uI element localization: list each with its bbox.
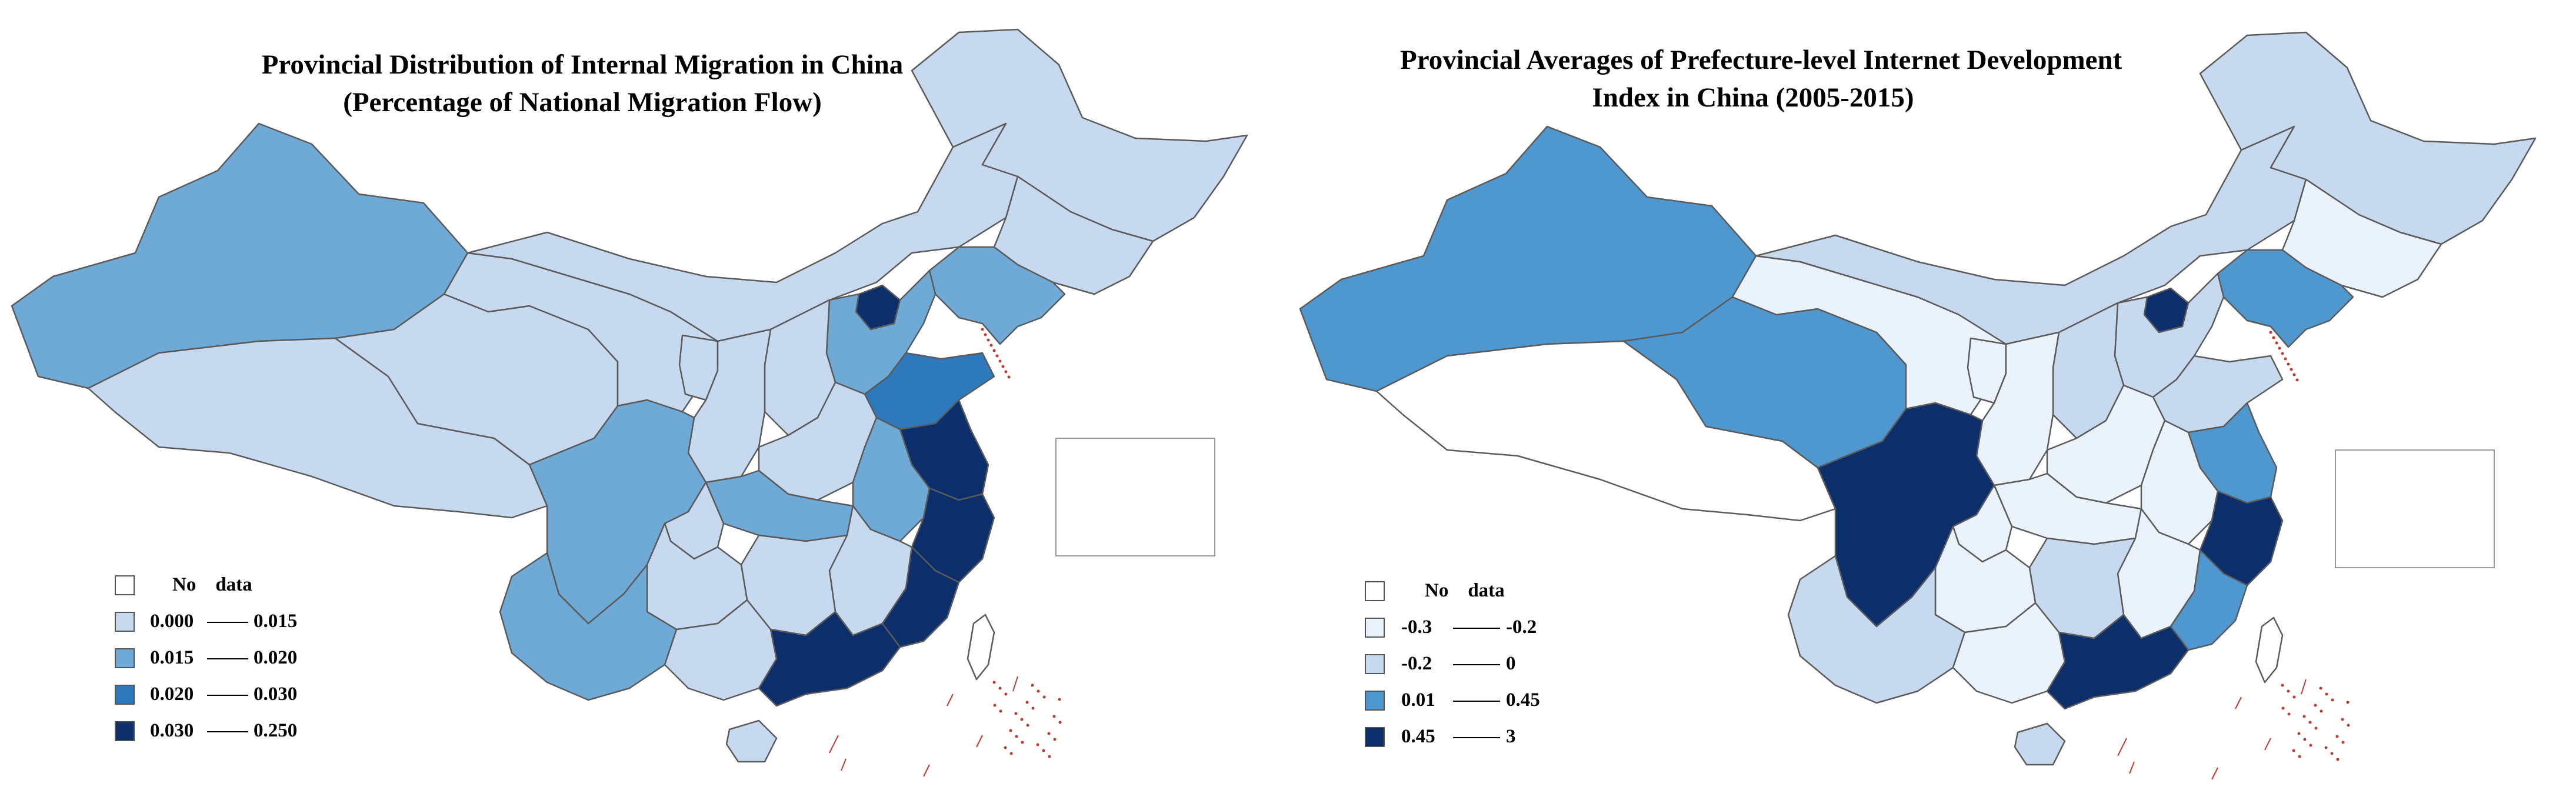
- inset-province-taiwan: [2468, 582, 2494, 647]
- legend-low-value: 0.000: [150, 611, 194, 632]
- south-china-sea-islands: [829, 328, 1062, 777]
- legend-low-value: 0.01: [1401, 689, 1435, 711]
- province-heilongjiang[interactable]: [2199, 31, 2537, 245]
- legend-range-dash: [1453, 628, 1500, 629]
- map-panel-internet: Provincial Averages of Prefecture-level …: [1282, 0, 2576, 800]
- map-title-line-1: Provincial Averages of Prefecture-level …: [1400, 45, 2122, 75]
- province-hainan[interactable]: [2014, 722, 2066, 766]
- legend-swatch: [1365, 727, 1385, 747]
- legend-high-value: 0.015: [254, 611, 298, 632]
- province-jilin[interactable]: [2281, 178, 2442, 298]
- legend-low-value: -0.3: [1401, 616, 1432, 638]
- legend-range-dash: [207, 695, 248, 696]
- legend-high-value: 3: [1506, 726, 1516, 747]
- legend-high-value: 0.250: [254, 720, 298, 741]
- legend-swatch: [115, 612, 135, 632]
- province-layer: [1299, 31, 2537, 780]
- legend-swatch-no-data: [115, 575, 135, 595]
- inset-province-taiwan: [1188, 571, 1215, 635]
- province-jilin[interactable]: [993, 175, 1154, 295]
- legend-range-dash: [1453, 701, 1500, 702]
- legend-high-value: 0: [1506, 653, 1516, 674]
- legend-no-data-label: No data: [172, 574, 252, 595]
- legend-no-data-label: No data: [1425, 580, 1505, 601]
- legend-range-dash: [207, 658, 248, 659]
- legend-low-value: -0.2: [1401, 653, 1432, 674]
- map-panel-migration: Provincial Distribution of Internal Migr…: [0, 0, 1282, 800]
- legend-low-value: 0.030: [150, 720, 194, 741]
- coast-inset: [1055, 438, 1215, 635]
- province-layer: [11, 28, 1248, 777]
- map-title: Provincial Distribution of Internal Migr…: [212, 46, 953, 121]
- china-migration-map: [11, 28, 1248, 777]
- province-guangdong[interactable]: [2046, 614, 2190, 710]
- legend-range-dash: [1453, 737, 1500, 738]
- legend-swatch-no-data: [1365, 581, 1385, 601]
- province-fujian[interactable]: [881, 546, 960, 648]
- legend-range-dash: [207, 622, 248, 623]
- legend-range-dash: [207, 731, 248, 732]
- legend-high-value: 0.45: [1506, 689, 1540, 711]
- legend-range-dash: [1453, 664, 1500, 665]
- legend-high-value: 0.020: [254, 647, 298, 668]
- legend-low-value: 0.015: [150, 647, 194, 668]
- coast-inset: [2335, 449, 2495, 647]
- map-title: Provincial Averages of Prefecture-level …: [1400, 41, 2122, 116]
- province-heilongjiang[interactable]: [911, 28, 1248, 242]
- legend-swatch: [115, 721, 135, 741]
- province-taiwan[interactable]: [2255, 616, 2284, 684]
- south-china-sea-islands: [2117, 331, 2350, 780]
- map-title-line-2: Index in China (2005-2015): [1592, 82, 1914, 113]
- legend-swatch: [115, 685, 135, 705]
- province-hainan[interactable]: [725, 719, 778, 763]
- province-taiwan[interactable]: [967, 614, 995, 681]
- province-fujian[interactable]: [2170, 549, 2248, 651]
- china-internet-index-map: [1299, 31, 2537, 780]
- legend-low-value: 0.45: [1401, 726, 1435, 747]
- legend-swatch: [115, 648, 135, 668]
- legend-low-value: 0.020: [150, 684, 194, 705]
- province-guangdong[interactable]: [758, 611, 901, 707]
- map-title-line-2: (Percentage of National Migration Flow): [343, 87, 822, 118]
- legend-swatch: [1365, 618, 1385, 638]
- map-title-line-1: Provincial Distribution of Internal Migr…: [261, 49, 904, 80]
- legend-high-value: -0.2: [1506, 616, 1537, 638]
- legend-swatch: [1365, 691, 1385, 711]
- legend-swatch: [1365, 654, 1385, 674]
- legend-high-value: 0.030: [254, 684, 298, 705]
